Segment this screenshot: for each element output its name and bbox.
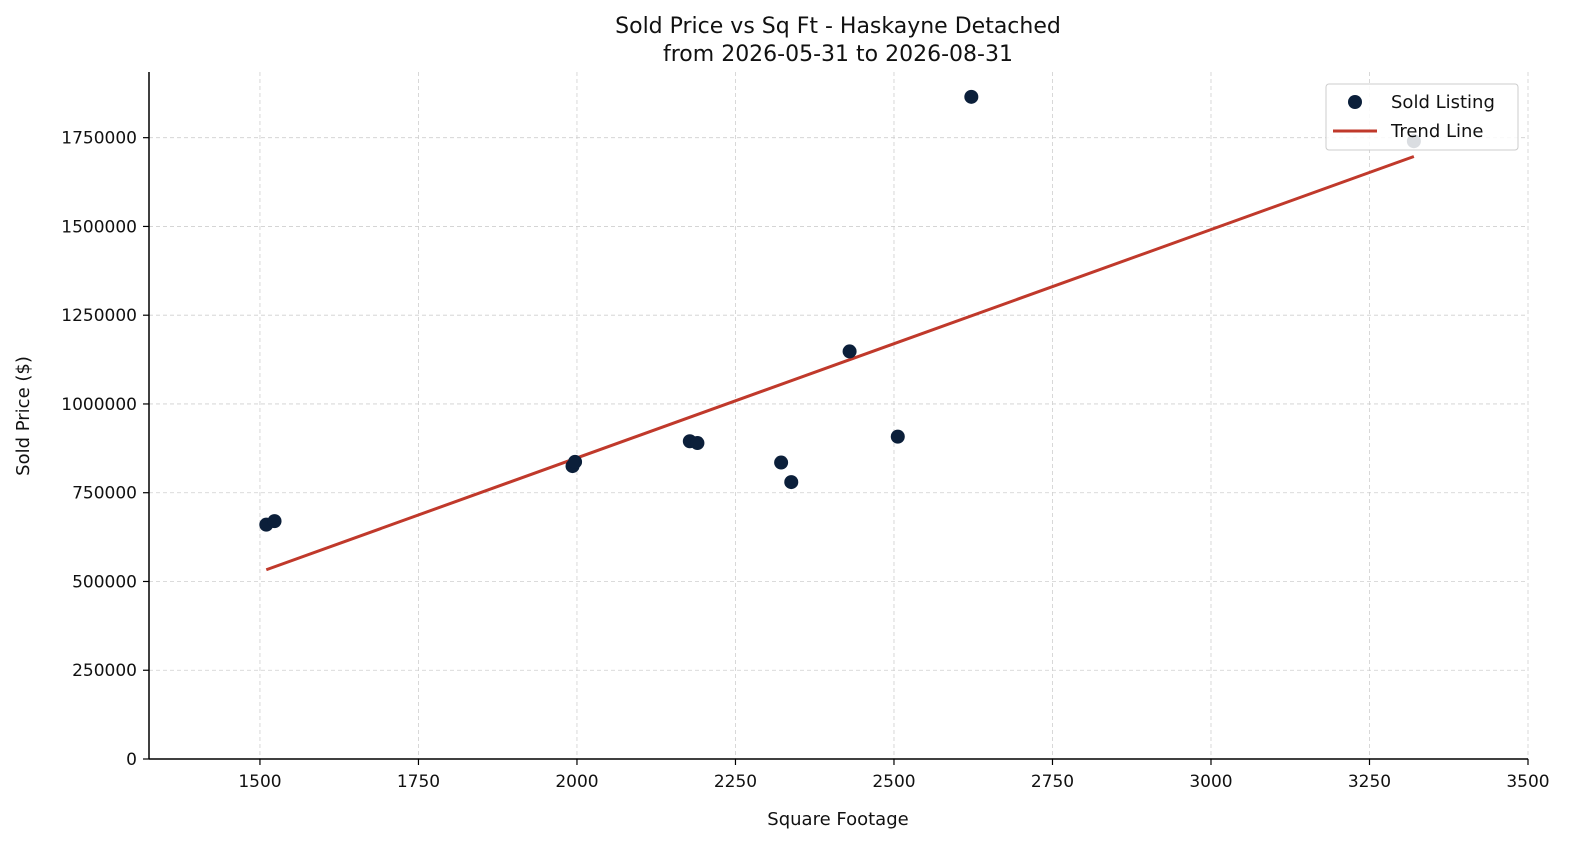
- legend: Sold Listing Trend Line: [1325, 83, 1519, 151]
- y-tick-label: 250000: [72, 661, 137, 681]
- x-tick-label: 3000: [1189, 772, 1232, 792]
- chart-title: Sold Price vs Sq Ft - Haskayne Detached: [615, 14, 1061, 39]
- legend-label-trend-line: Trend Line: [1390, 121, 1484, 142]
- data-point: [842, 344, 857, 359]
- legend-label-sold-listing: Sold Listing: [1391, 92, 1495, 113]
- data-point: [964, 89, 979, 104]
- x-tick-label: 2500: [872, 772, 915, 792]
- data-point: [890, 429, 905, 444]
- axes: [143, 72, 1529, 765]
- y-tick-label: 500000: [72, 572, 137, 592]
- y-tick-label: 0: [126, 750, 137, 770]
- grid: [149, 72, 1529, 759]
- x-tick-label: 2000: [555, 772, 598, 792]
- data-point: [784, 475, 799, 490]
- trend-line-layer: [265, 155, 1415, 572]
- data-point: [267, 514, 282, 529]
- y-tick-label: 1750000: [61, 129, 137, 149]
- y-tick-label: 1000000: [61, 395, 137, 415]
- y-tick-label: 1250000: [61, 306, 137, 326]
- y-tick-label: 750000: [72, 484, 137, 504]
- x-tick-label: 3250: [1348, 772, 1391, 792]
- x-tick-label: 1500: [238, 772, 281, 792]
- legend-scatter-marker: [1348, 95, 1362, 109]
- trend-line: [265, 155, 1415, 572]
- x-tick-label: 3500: [1506, 772, 1549, 792]
- legend-box: [1325, 83, 1519, 151]
- y-tick-label: 1500000: [61, 217, 137, 237]
- chart-subtitle: from 2026-05-31 to 2026-08-31: [663, 42, 1013, 67]
- data-point: [690, 436, 705, 451]
- x-tick-label: 1750: [397, 772, 440, 792]
- x-axis-label: Square Footage: [767, 809, 908, 830]
- data-point: [774, 455, 789, 470]
- data-point: [568, 454, 583, 469]
- x-tick-label: 2750: [1031, 772, 1074, 792]
- data-points-layer: [259, 89, 1421, 532]
- tick-labels: 1500 1750 2000 2250 2500 2750 3000 3250 3500 0 250…: [61, 129, 1549, 792]
- y-axis-label: Sold Price ($): [13, 356, 34, 476]
- x-tick-label: 2250: [714, 772, 757, 792]
